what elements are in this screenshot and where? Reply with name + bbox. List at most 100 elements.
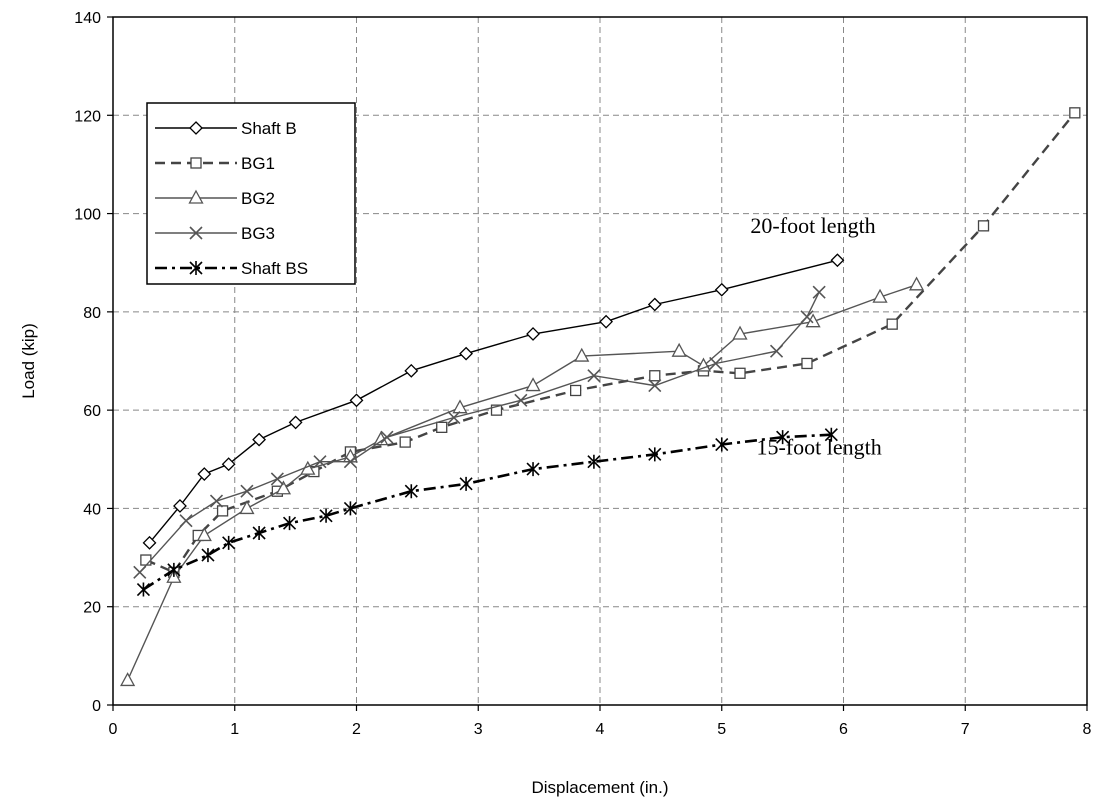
- data-point-shaft-b: [404, 363, 419, 378]
- data-point-shaft-bs: [282, 516, 297, 531]
- data-point-bg2: [908, 276, 925, 291]
- data-point-bg1: [801, 357, 813, 370]
- data-point-shaft-bs: [319, 508, 333, 523]
- series-bg2: [120, 276, 925, 687]
- annotation-label: 15-foot length: [757, 434, 882, 459]
- legend-label-shaft-b: Shaft B: [241, 119, 297, 138]
- data-point-bg3: [800, 310, 814, 324]
- data-point-shaft-b: [714, 282, 729, 297]
- y-tick-label: 80: [83, 305, 101, 322]
- data-point-bg3: [514, 393, 528, 407]
- data-point-shaft-b: [288, 415, 303, 430]
- data-point-shaft-b: [252, 432, 267, 447]
- series-shaft-bs: [136, 427, 838, 597]
- data-point-bg1: [649, 370, 661, 382]
- data-point-bg2: [239, 500, 255, 515]
- x-tick-label: 6: [839, 721, 848, 738]
- data-point-bg3: [709, 356, 723, 371]
- data-point-bg3: [769, 344, 784, 358]
- x-tick-label: 5: [717, 721, 726, 738]
- x-tick-label: 1: [230, 721, 239, 738]
- data-point-shaft-bs: [201, 548, 215, 563]
- data-point-bg2: [872, 288, 888, 303]
- y-tick-label: 100: [74, 207, 101, 224]
- legend-marker-shaft-b: [189, 121, 203, 135]
- data-point-shaft-b: [197, 467, 212, 481]
- data-point-shaft-bs: [222, 535, 236, 550]
- data-point-shaft-b: [221, 457, 236, 472]
- data-point-bg1: [886, 318, 898, 330]
- data-point-bg2: [196, 527, 212, 542]
- data-point-bg1: [140, 554, 152, 566]
- data-point-shaft-bs: [824, 427, 838, 442]
- x-tick-label: 7: [961, 721, 970, 738]
- y-tick-label: 120: [74, 108, 101, 125]
- data-point-shaft-bs: [459, 476, 473, 491]
- y-axis-label: Load (kip): [19, 323, 38, 399]
- data-point-bg3: [587, 369, 601, 383]
- y-tick-label: 60: [83, 403, 101, 420]
- data-point-bg3: [648, 379, 662, 393]
- data-point-shaft-b: [459, 346, 473, 361]
- data-point-bg2: [525, 377, 541, 392]
- data-point-shaft-bs: [167, 562, 181, 577]
- data-point-bg2: [574, 347, 590, 362]
- series-line-bg3: [139, 291, 820, 573]
- data-point-bg2: [695, 357, 712, 372]
- legend: Shaft B BG1 BG2 BG3 Shaft BS: [146, 102, 356, 285]
- legend-marker-bg2: [188, 189, 204, 204]
- data-point-bg2: [732, 325, 748, 340]
- data-point-shaft-b: [830, 253, 845, 268]
- data-point-bg3: [270, 472, 284, 486]
- data-point-bg1: [570, 384, 582, 397]
- data-point-shaft-b: [647, 297, 662, 312]
- y-tick-label: 0: [92, 698, 101, 715]
- data-point-shaft-bs: [404, 484, 418, 499]
- legend-marker-bg3: [189, 226, 203, 240]
- data-point-bg3: [343, 455, 357, 469]
- data-point-shaft-bs: [776, 430, 790, 445]
- legend-marker-bg1: [190, 157, 202, 169]
- data-point-shaft-bs: [715, 437, 729, 452]
- data-point-bg3: [812, 285, 826, 299]
- x-axis-label: Displacement (in.): [532, 778, 669, 797]
- data-point-shaft-b: [142, 535, 157, 550]
- data-point-shaft-bs: [343, 501, 357, 516]
- legend-label-bg3: BG3: [241, 224, 275, 243]
- x-tick-label: 2: [352, 721, 361, 738]
- series-line-shaft-b: [148, 259, 838, 544]
- data-point-bg3: [447, 410, 461, 425]
- annotations: 20-foot length 15-foot length: [750, 213, 881, 459]
- y-tick-label: 140: [74, 10, 101, 27]
- data-point-bg3: [179, 514, 193, 528]
- data-point-bg2: [275, 480, 292, 495]
- series-line-shaft-bs: [142, 433, 832, 591]
- data-point-bg1: [490, 404, 503, 416]
- data-point-shaft-b: [599, 314, 614, 329]
- series-shaft-b: [142, 253, 845, 550]
- data-point-bg3: [133, 565, 147, 579]
- x-tick-label: 0: [109, 721, 118, 738]
- data-point-bg3: [240, 484, 254, 498]
- data-point-bg3: [313, 455, 327, 469]
- y-tick-label: 20: [83, 600, 101, 617]
- data-point-bg2: [120, 672, 136, 687]
- y-tick-label: 40: [83, 501, 101, 518]
- annotation-label: 20-foot length: [750, 213, 875, 238]
- data-point-bg1: [399, 436, 411, 448]
- series-line-bg2: [126, 284, 917, 681]
- legend-label-bg2: BG2: [241, 189, 275, 208]
- data-point-bg1: [216, 505, 229, 517]
- x-tick-label: 4: [596, 721, 605, 738]
- series-bg3: [133, 285, 826, 579]
- legend-marker-shaft-bs: [189, 261, 203, 275]
- data-point-bg1: [734, 367, 746, 379]
- data-point-bg2: [671, 342, 687, 357]
- data-point-shaft-bs: [252, 526, 266, 540]
- data-point-bg1: [436, 421, 448, 433]
- data-point-bg2: [452, 399, 468, 414]
- data-point-bg1: [977, 220, 990, 232]
- x-tick-label: 8: [1083, 721, 1092, 738]
- x-tick-label: 3: [474, 721, 483, 738]
